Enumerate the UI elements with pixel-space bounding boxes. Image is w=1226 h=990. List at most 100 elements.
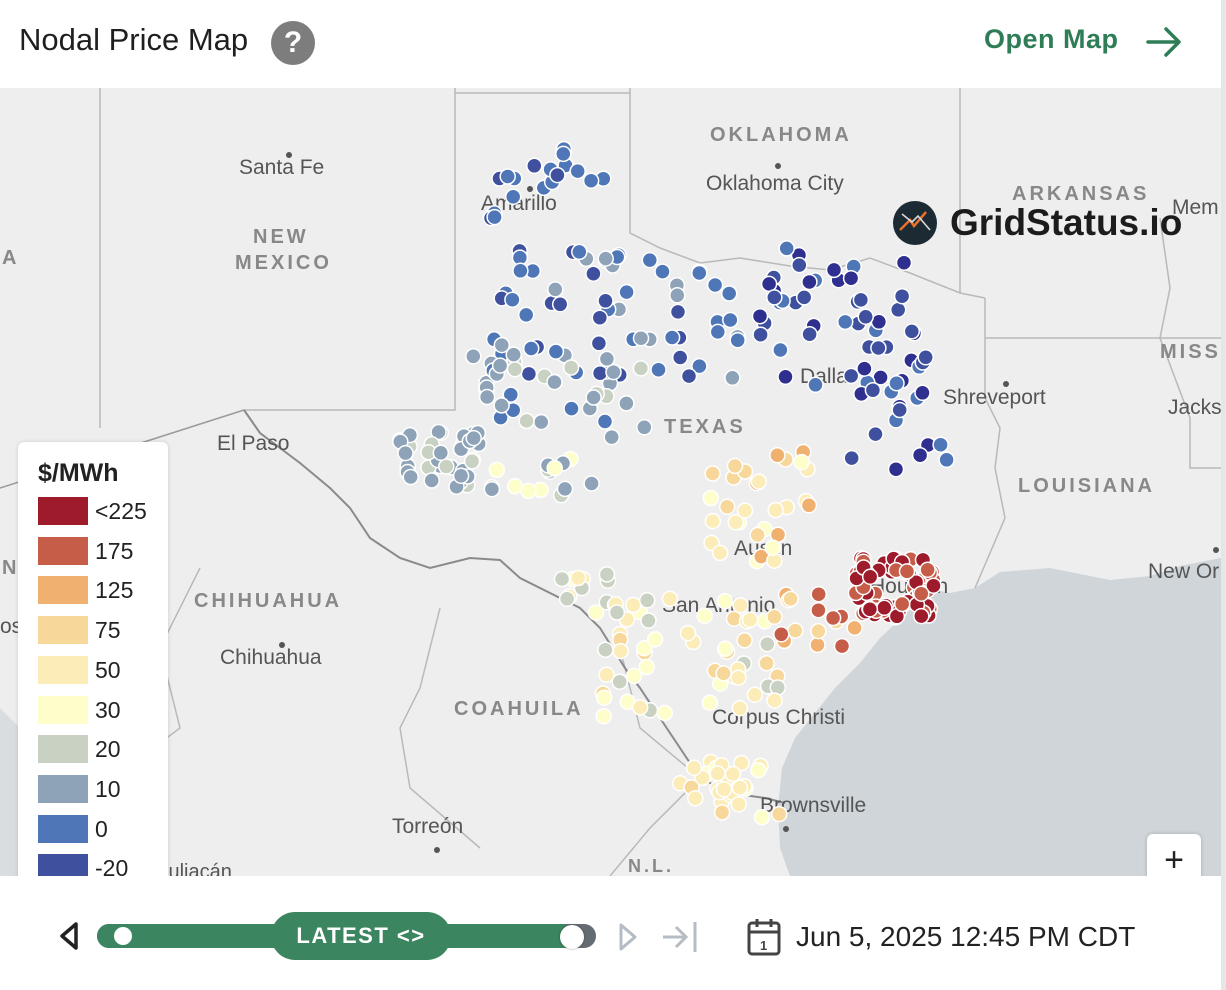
price-node[interactable] (661, 590, 679, 608)
price-node[interactable] (596, 413, 614, 430)
price-node[interactable] (913, 607, 930, 625)
price-node[interactable] (551, 296, 569, 313)
price-node[interactable] (731, 779, 749, 796)
skip-to-end-icon[interactable] (660, 919, 700, 955)
price-node[interactable] (917, 349, 934, 366)
price-node[interactable] (764, 539, 782, 556)
price-node[interactable] (810, 601, 827, 619)
price-node[interactable] (632, 329, 650, 347)
price-node[interactable] (824, 609, 842, 627)
price-node[interactable] (591, 309, 609, 326)
slider-start-handle[interactable] (114, 927, 132, 945)
price-node[interactable] (669, 287, 686, 304)
price-node[interactable] (809, 636, 826, 654)
help-icon[interactable]: ? (271, 21, 315, 65)
price-node[interactable] (888, 374, 905, 392)
calendar-icon[interactable]: 1 (746, 917, 782, 957)
price-node[interactable] (518, 412, 535, 430)
price-node[interactable] (636, 419, 653, 436)
price-node[interactable] (632, 360, 650, 377)
price-node[interactable] (856, 360, 873, 377)
price-node[interactable] (595, 689, 613, 706)
price-node[interactable] (598, 566, 616, 583)
price-node[interactable] (898, 563, 916, 580)
price-node[interactable] (463, 453, 481, 470)
price-node[interactable] (752, 326, 769, 343)
price-node[interactable] (430, 423, 447, 441)
step-back-icon[interactable] (58, 921, 80, 951)
price-node[interactable] (870, 339, 887, 357)
price-node[interactable] (770, 805, 788, 823)
price-node[interactable] (724, 369, 741, 387)
price-node[interactable] (766, 692, 783, 709)
price-node[interactable] (759, 635, 776, 653)
price-node[interactable] (452, 467, 470, 485)
price-node[interactable] (919, 561, 936, 579)
price-node[interactable] (656, 704, 673, 722)
price-node[interactable] (571, 243, 588, 261)
price-node[interactable] (843, 449, 860, 467)
price-node[interactable] (679, 624, 697, 642)
price-node[interactable] (801, 273, 818, 291)
price-node[interactable] (777, 368, 794, 386)
price-node[interactable] (846, 619, 863, 637)
price-node[interactable] (760, 275, 778, 293)
price-node[interactable] (749, 526, 766, 544)
price-node[interactable] (483, 480, 501, 498)
price-node[interactable] (769, 446, 786, 464)
price-node[interactable] (547, 281, 564, 298)
price-node[interactable] (766, 289, 783, 306)
price-node[interactable] (493, 336, 511, 354)
price-node[interactable] (704, 512, 722, 530)
price-node[interactable] (558, 590, 576, 608)
price-node[interactable] (891, 401, 908, 419)
price-node[interactable] (772, 341, 789, 359)
price-node[interactable] (726, 457, 744, 475)
price-node[interactable] (583, 475, 600, 492)
price-node[interactable] (493, 397, 510, 414)
price-node[interactable] (512, 262, 529, 280)
price-node[interactable] (730, 669, 747, 686)
price-node[interactable] (499, 168, 516, 185)
price-node[interactable] (638, 592, 656, 609)
price-node[interactable] (504, 291, 521, 308)
price-node[interactable] (893, 287, 911, 305)
price-node[interactable] (753, 808, 771, 826)
price-node[interactable] (720, 285, 738, 302)
price-node[interactable] (546, 459, 563, 477)
price-node[interactable] (663, 329, 681, 346)
price-node[interactable] (680, 367, 698, 385)
price-node[interactable] (502, 386, 520, 403)
price-node[interactable] (895, 254, 913, 271)
price-node[interactable] (782, 590, 799, 608)
price-node[interactable] (587, 604, 605, 621)
price-node[interactable] (597, 250, 614, 267)
price-node[interactable] (911, 446, 929, 464)
price-node[interactable] (597, 641, 614, 658)
price-node[interactable] (491, 357, 509, 374)
price-node[interactable] (766, 608, 783, 626)
price-node[interactable] (646, 631, 664, 648)
price-node[interactable] (893, 595, 911, 613)
price-node[interactable] (861, 568, 879, 586)
price-node[interactable] (685, 759, 703, 777)
price-node[interactable] (864, 381, 882, 399)
price-node[interactable] (887, 460, 905, 478)
price-node[interactable] (696, 607, 713, 625)
open-map-link[interactable]: Open Map (984, 24, 1119, 54)
slider-handle[interactable] (560, 925, 584, 949)
price-node[interactable] (913, 585, 930, 602)
price-node[interactable] (546, 373, 563, 391)
price-node[interactable] (608, 604, 626, 621)
price-node[interactable] (533, 413, 550, 431)
price-node[interactable] (402, 468, 419, 486)
price-node[interactable] (718, 498, 736, 515)
price-node[interactable] (702, 489, 720, 507)
price-node[interactable] (612, 642, 629, 660)
price-node[interactable] (506, 360, 524, 378)
price-node[interactable] (618, 395, 635, 412)
price-node[interactable] (625, 596, 642, 614)
price-node[interactable] (825, 261, 843, 279)
price-node[interactable] (504, 188, 522, 206)
price-node[interactable] (522, 340, 540, 357)
